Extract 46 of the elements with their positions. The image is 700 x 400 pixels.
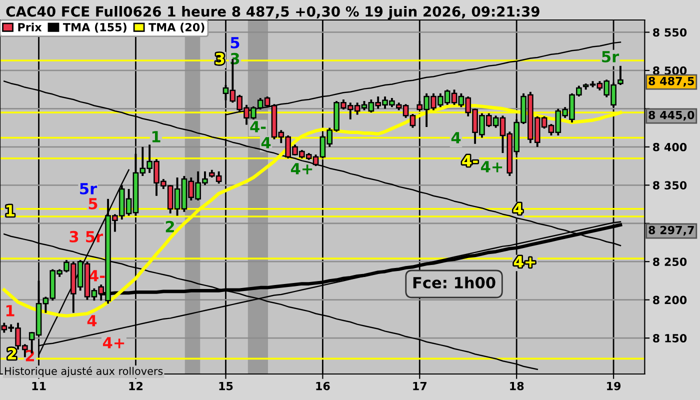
candlestick	[618, 64, 624, 86]
annotation: 4	[513, 203, 523, 214]
annotation: 3	[216, 52, 224, 64]
y-tick-label: 8 200	[653, 296, 687, 304]
annotation: 5r	[80, 183, 98, 194]
annotation: 4	[451, 132, 461, 144]
y-tick-label: 8 250	[653, 258, 687, 266]
legend-label: TMA (20)	[148, 22, 204, 33]
x-tick-label: 12	[129, 382, 142, 390]
x-tick-label: 17	[413, 382, 426, 390]
y-tick-label: 8 150	[653, 334, 687, 342]
x-tick-label: 11	[32, 382, 46, 390]
x-tick-label: 18	[510, 382, 524, 390]
annotation: 4	[87, 315, 97, 326]
annotation: 4+	[102, 337, 124, 348]
x-tick-label: 15	[219, 382, 233, 390]
annotation: 2	[8, 348, 16, 360]
annotation: 4-	[462, 155, 478, 166]
annotation: 3	[70, 230, 78, 242]
annotation: 5	[230, 37, 240, 48]
annotation: 5	[88, 198, 98, 210]
annotation: 4-	[250, 121, 266, 132]
annotation: 1	[6, 205, 14, 216]
text: 8 297,7	[648, 226, 694, 236]
annotation: Fce: 1h00	[413, 276, 496, 288]
annotation: 5r	[602, 51, 620, 62]
text: 8 445,0	[648, 110, 694, 121]
annotation: 2	[166, 220, 174, 232]
legend-label: TMA (155)	[62, 22, 126, 33]
annotation: Historique ajusté aux rollovers	[5, 366, 163, 377]
annotation: 4+	[290, 163, 312, 174]
annotation: 1	[152, 131, 160, 142]
y-tick-label: 8 400	[653, 142, 687, 152]
legend-label: Prix	[18, 22, 42, 32]
y-tick-label: 8 500	[653, 66, 687, 75]
x-tick-label: 19	[607, 382, 621, 390]
annotation: 1	[6, 305, 14, 316]
chart-title: CAC40 FCE Full0626 1 heure 8 487,5 +0,30 % 19 juin 2026, 09:21:39	[6, 6, 540, 20]
annotation: 4+	[480, 161, 502, 172]
y-tick-label: 8 350	[653, 181, 687, 190]
y-tick-label: 8 550	[653, 28, 687, 37]
annotation: 4+	[514, 256, 536, 268]
annotation: 4-	[89, 270, 105, 282]
annotation: 4	[261, 137, 271, 148]
x-tick-label: 16	[316, 382, 330, 390]
text: 8 487,5	[648, 76, 694, 87]
